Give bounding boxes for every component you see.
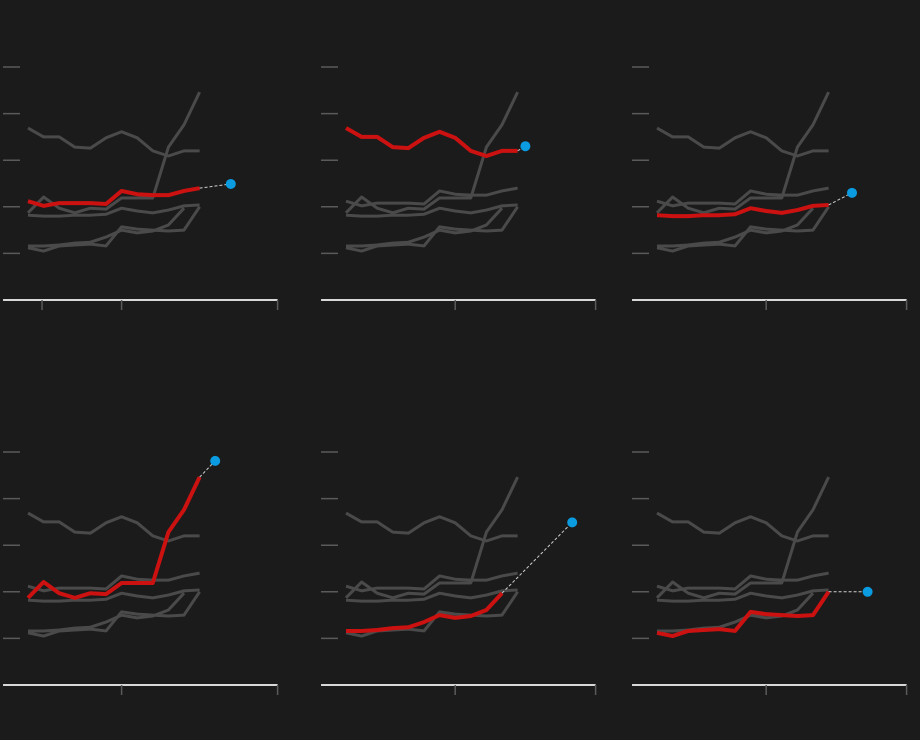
projection-point xyxy=(847,187,857,198)
context-line-A xyxy=(345,571,518,593)
context-line-B xyxy=(345,511,518,543)
projection-point xyxy=(225,178,236,189)
panel-3 xyxy=(632,66,908,310)
context-line-F xyxy=(27,590,201,638)
panel-1 xyxy=(3,66,279,310)
context-line-C xyxy=(27,203,200,218)
context-line-F xyxy=(345,205,519,253)
projection-dashed-line xyxy=(199,460,216,478)
panel-4 xyxy=(3,451,279,695)
context-line-C xyxy=(27,588,200,603)
projection-dashed-line xyxy=(501,522,573,594)
context-line-D xyxy=(655,91,830,215)
context-line-A xyxy=(656,186,829,208)
context-line-C xyxy=(345,203,518,218)
highlight-line-B xyxy=(345,126,518,159)
projection-point xyxy=(210,455,221,466)
context-line-D xyxy=(26,91,201,215)
panel-2 xyxy=(321,66,597,310)
panel-6 xyxy=(632,451,908,695)
context-line-A xyxy=(656,571,829,593)
context-line-C xyxy=(345,588,518,603)
projection-dashed-line xyxy=(199,183,231,189)
context-line-C xyxy=(656,588,829,603)
context-line-B xyxy=(656,126,829,158)
projection-point xyxy=(862,586,873,597)
highlight-line-F xyxy=(656,590,831,639)
projection-point xyxy=(567,517,578,528)
context-line-D xyxy=(344,91,519,215)
context-line-F xyxy=(656,205,830,253)
context-line-A xyxy=(27,571,200,593)
context-line-B xyxy=(27,511,200,543)
projection-point xyxy=(520,141,531,152)
context-line-D xyxy=(655,476,830,600)
panel-5 xyxy=(321,451,597,695)
highlight-line-E xyxy=(346,591,504,633)
context-line-B xyxy=(656,511,829,543)
context-line-B xyxy=(27,126,200,158)
highlight-line-A xyxy=(27,186,200,208)
context-line-F xyxy=(27,205,201,253)
highlight-line-C xyxy=(656,202,829,219)
context-line-D xyxy=(344,476,519,600)
highlight-line-D xyxy=(26,476,202,600)
context-line-A xyxy=(345,186,518,208)
